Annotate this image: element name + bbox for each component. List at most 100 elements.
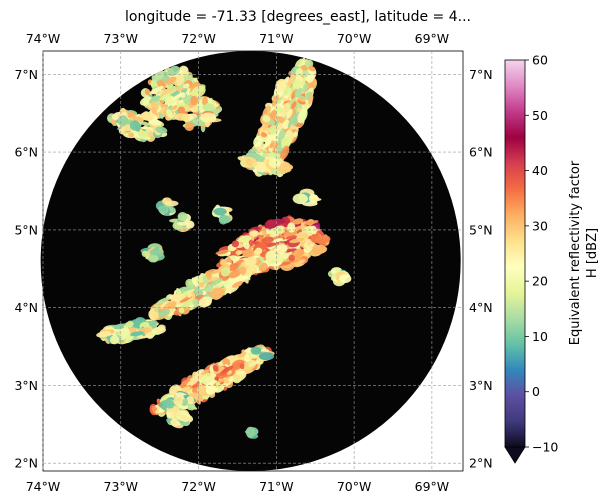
- x-tick-label-top: 73°W: [104, 31, 139, 46]
- x-tick-label-top: 74°W: [26, 31, 61, 46]
- echo-cell: [154, 246, 160, 251]
- echo-cell: [232, 373, 240, 382]
- echo-cell: [131, 116, 144, 122]
- echo-cell: [297, 107, 302, 112]
- y-tick-label-right: 3°N: [469, 378, 493, 393]
- echo-cell: [153, 72, 165, 81]
- echo-cell: [186, 292, 192, 298]
- echo-cell: [268, 125, 278, 135]
- echo-cell: [191, 277, 198, 286]
- echo-cell: [140, 112, 154, 121]
- x-tick-label-bottom: 71°W: [259, 479, 294, 494]
- echo-cell: [210, 278, 223, 286]
- x-tick-label-top: 72°W: [181, 31, 216, 46]
- echo-cell: [308, 65, 316, 72]
- echo-cell: [227, 263, 239, 272]
- echo-cells: [96, 57, 352, 439]
- colorbar-tick-label: 10: [532, 329, 548, 344]
- echo-cell: [302, 83, 309, 93]
- echo-cell: [290, 93, 297, 107]
- gridlines: [42, 51, 463, 471]
- echo-cell: [306, 72, 315, 83]
- echo-cell: [205, 270, 212, 279]
- y-tick-label-left: 4°N: [14, 300, 38, 315]
- echo-cell: [277, 261, 292, 266]
- y-tick-label-left: 5°N: [14, 222, 38, 237]
- echo-cell: [339, 274, 352, 284]
- echo-cell: [180, 289, 194, 297]
- echo-cell: [292, 131, 298, 138]
- echo-cell: [203, 283, 214, 293]
- echo-cell: [126, 320, 134, 328]
- echo-cell: [222, 357, 231, 367]
- echo-cell: [315, 235, 331, 245]
- echo-cell: [181, 398, 188, 406]
- echo-cell: [157, 309, 171, 318]
- echo-cell: [295, 67, 303, 77]
- echo-cell: [167, 65, 180, 77]
- echo-cell: [304, 220, 319, 225]
- echo-cell: [273, 161, 281, 167]
- echo-cell: [271, 169, 281, 176]
- echo-cell: [275, 78, 287, 92]
- echo-cell: [304, 91, 311, 100]
- echo-cell: [157, 205, 167, 212]
- echo-cell: [277, 164, 292, 173]
- echo-cell: [200, 112, 217, 123]
- echo-cell: [248, 359, 255, 365]
- echo-cell: [280, 145, 290, 160]
- echo-cell: [243, 239, 251, 250]
- echo-cell: [311, 244, 326, 255]
- echo-cell: [292, 193, 308, 205]
- echo-cell: [109, 335, 120, 345]
- echo-cell: [238, 351, 247, 358]
- colorbar-tick-label: 0: [532, 384, 540, 399]
- echo-cell: [253, 135, 263, 147]
- echo-cell: [212, 364, 219, 372]
- echo-cell: [147, 255, 159, 263]
- echo-cell: [177, 222, 191, 226]
- echo-cell: [192, 298, 200, 307]
- echo-cell: [269, 261, 282, 267]
- echo-cell: [178, 414, 193, 422]
- echo-cell: [235, 249, 243, 255]
- echo-cell: [141, 250, 149, 257]
- echo-cell: [249, 230, 259, 237]
- echo-cell: [190, 95, 198, 106]
- x-tick-label-bottom: 73°W: [104, 479, 139, 494]
- echo-cell: [186, 396, 195, 405]
- echo-cell: [250, 346, 262, 355]
- echo-cell: [183, 83, 190, 89]
- x-tick-label-top: 70°W: [337, 31, 372, 46]
- y-tick-label-left: 7°N: [14, 67, 38, 82]
- echo-cell: [129, 120, 140, 131]
- echo-cell: [135, 120, 151, 126]
- echo-cell: [155, 126, 168, 134]
- x-tick-labels-bottom: 74°W 73°W 72°W 71°W 70°W 69°W: [26, 479, 449, 494]
- colorbar-tick-label: 30: [532, 218, 548, 233]
- echo-cell: [184, 122, 194, 131]
- echo-cell: [173, 396, 183, 406]
- echo-cell: [148, 118, 162, 126]
- echo-cell: [261, 236, 274, 244]
- echo-cell: [201, 375, 211, 385]
- echo-cell: [170, 104, 179, 111]
- echo-cell: [254, 166, 265, 173]
- echo-cell: [232, 280, 243, 288]
- chart-title: longitude = -71.33 [degrees_east], latit…: [125, 9, 471, 25]
- echo-cell: [211, 269, 220, 275]
- echo-cell: [258, 352, 275, 361]
- echo-cell: [164, 200, 179, 207]
- echo-cell: [119, 327, 130, 336]
- echo-cell: [110, 119, 116, 125]
- echo-cell: [248, 239, 254, 246]
- echo-cell: [145, 128, 151, 133]
- echo-cell: [96, 331, 112, 338]
- echo-cell: [248, 359, 261, 367]
- echo-cell: [215, 250, 229, 255]
- colorbar-bar: [504, 59, 526, 448]
- y-tick-label-left: 3°N: [14, 378, 38, 393]
- echo-cell: [213, 366, 225, 375]
- echo-cell: [281, 135, 292, 150]
- echo-cell: [273, 238, 284, 243]
